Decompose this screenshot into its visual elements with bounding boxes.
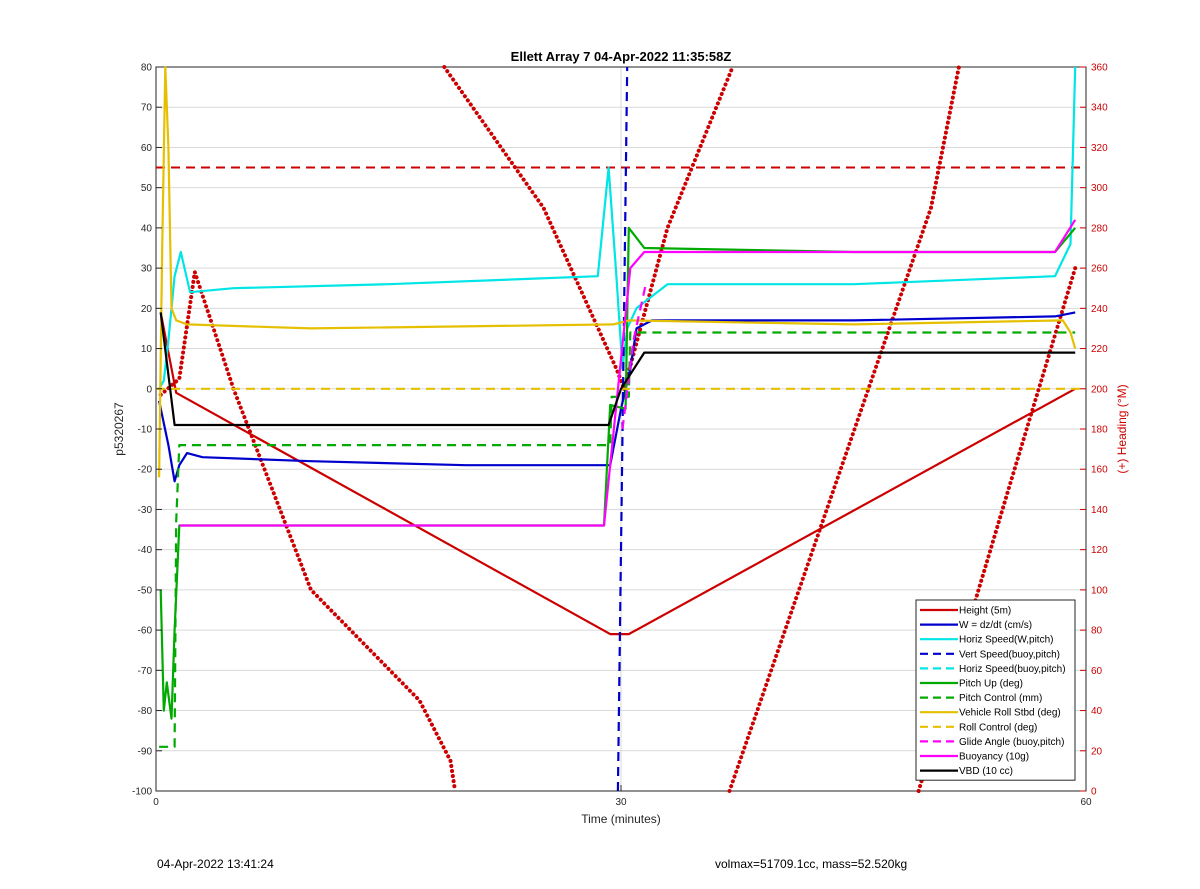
y2-tick-label: 180 [1091, 425, 1108, 436]
y2-tick-label: 260 [1091, 264, 1108, 275]
y2-tick-label: 20 [1091, 746, 1103, 757]
y2-tick-label: 100 [1091, 585, 1108, 596]
x-tick-label: 30 [615, 797, 627, 808]
y-tick-label: 10 [141, 344, 153, 355]
y2-tick-label: 0 [1091, 787, 1097, 798]
legend-label-4: Horiz Speed(buoy,pitch) [959, 664, 1066, 675]
y2-tick-label: 220 [1091, 344, 1108, 355]
series-line-1 [158, 311, 1076, 483]
series-line-2 [158, 66, 1077, 390]
y2-tick-label: 360 [1091, 63, 1108, 74]
series-line-11 [159, 312, 1076, 427]
legend-label-7: Vehicle Roll Stbd (deg) [959, 708, 1061, 719]
y2-tick-label: 240 [1091, 304, 1108, 315]
legend-label-0: Height (5m) [959, 606, 1011, 617]
y2-tick-label: 200 [1091, 384, 1108, 395]
y2-axis-label: (+) Heading (°M) [1115, 384, 1129, 473]
y-tick-label: -70 [138, 666, 153, 677]
heading-dotted-line [727, 65, 961, 793]
legend-label-3: Vert Speed(buoy,pitch) [959, 649, 1060, 660]
legend-label-6: Pitch Control (mm) [959, 693, 1042, 704]
y-tick-label: 30 [141, 264, 153, 275]
y-tick-label: -30 [138, 505, 153, 516]
heading-dotted-line [158, 271, 458, 793]
y2-tick-label: 80 [1091, 626, 1103, 637]
y-tick-label: -50 [138, 585, 153, 596]
legend-box [915, 599, 1076, 781]
heading-dotted-line [442, 65, 627, 391]
legend-label-9: Glide Angle (buoy,pitch) [959, 737, 1064, 748]
y2-tick-label: 280 [1091, 223, 1108, 234]
y-tick-label: 40 [141, 223, 153, 234]
x-tick-label: 60 [1080, 797, 1092, 808]
footer-date: 04-Apr-2022 13:41:24 [157, 857, 274, 871]
y-tick-label: 20 [141, 304, 153, 315]
axis-ticks: -100-90-80-70-60-50-40-30-20-10010203040… [132, 63, 1108, 809]
legend-label-11: VBD (10 cc) [959, 766, 1013, 777]
legend-label-2: Horiz Speed(W,pitch) [959, 635, 1053, 646]
heading-dotted-line [916, 266, 1078, 793]
y-tick-label: -90 [138, 746, 153, 757]
series-lines [156, 65, 1086, 793]
y2-tick-label: 160 [1091, 465, 1108, 476]
y2-tick-label: 340 [1091, 103, 1108, 114]
y2-tick-label: 300 [1091, 183, 1108, 194]
heading-dotted-line [622, 65, 735, 391]
y-axis-label: p5320267 [112, 402, 126, 456]
series-line-9 [621, 283, 647, 430]
y-tick-label: -10 [138, 425, 153, 436]
y2-tick-label: 320 [1091, 143, 1108, 154]
legend: Height (5m) W = dz/dt (cm/s) Horiz Speed(W… [915, 599, 1076, 781]
y2-tick-label: 40 [1091, 706, 1103, 717]
x-axis-label: Time (minutes) [581, 812, 661, 826]
legend-label-1: W = dz/dt (cm/s) [959, 620, 1032, 631]
chart-title: Ellett Array 7 04-Apr-2022 11:35:58Z [511, 49, 732, 64]
y2-tick-label: 140 [1091, 505, 1108, 516]
series-line-0 [159, 312, 1076, 636]
y-tick-label: -40 [138, 545, 153, 556]
y-tick-label: -20 [138, 465, 153, 476]
y-tick-label: 50 [141, 183, 153, 194]
y-tick-label: 70 [141, 103, 153, 114]
y-tick-label: 0 [146, 384, 152, 395]
y-tick-label: -60 [138, 626, 153, 637]
legend-label-10: Buoyancy (10g) [959, 752, 1029, 763]
y2-tick-label: 120 [1091, 545, 1108, 556]
legend-label-5: Pitch Up (deg) [959, 679, 1023, 690]
y-tick-label: -80 [138, 706, 153, 717]
series-line-7 [158, 65, 1077, 478]
y-tick-label: -100 [132, 787, 152, 798]
y-tick-label: 60 [141, 143, 153, 154]
y2-tick-label: 60 [1091, 666, 1103, 677]
legend-label-8: Roll Control (deg) [959, 722, 1037, 733]
y-tick-label: 80 [141, 63, 153, 74]
series-line-10 [179, 219, 1077, 527]
series-line-6 [159, 331, 1076, 748]
x-tick-label: 0 [153, 797, 159, 808]
footer-stats: volmax=51709.1cc, mass=52.520kg [715, 857, 908, 871]
